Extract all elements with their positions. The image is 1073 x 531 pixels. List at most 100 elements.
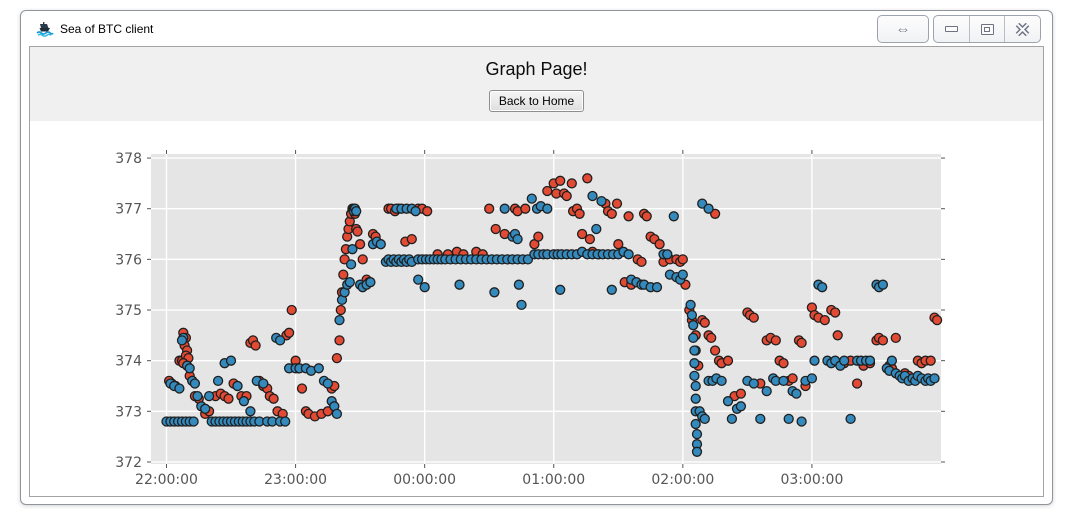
x-tick-label: 01:00:00 [522,472,585,488]
red-scatter-point [574,208,585,219]
blue-scatter-point [689,345,700,356]
red-scatter-point [555,175,566,186]
y-tick-label: 378 [115,151,142,167]
blue-scatter-point [623,249,634,260]
red-scatter-point [223,393,234,404]
price-scatter-chart: 372 373 374 375 376 377 378 22:00:00 23:00:00 00:… [115,150,945,488]
red-scatter-point [699,317,710,328]
blue-scatter-point [344,277,355,288]
blue-scatter-point [691,446,703,457]
y-tick-label: 373 [115,404,142,420]
blue-scatter-point [351,206,362,217]
blue-scatter-point [192,390,203,402]
blue-scatter-point [748,378,759,389]
blue-scatter-point [526,193,537,204]
blue-scatter-point [606,284,617,295]
blue-scatter-point [591,223,602,235]
blue-scatter-point [225,355,237,366]
red-scatter-point [286,304,297,316]
blue-scatter-point [258,378,269,389]
x-tick-label: 03:00:00 [780,472,843,488]
blue-scatter-point [245,406,256,417]
red-scatter-point [566,178,577,189]
red-scatter-point [296,383,308,394]
y-tick-label: 377 [115,202,142,218]
blue-scatter-point [345,259,357,270]
blue-scatter-point [662,249,673,260]
red-scatter-point [636,256,647,268]
red-scatter-point [533,231,544,242]
red-scatter-point [338,269,349,280]
blue-scatter-point [454,279,465,290]
red-scatter-point [611,198,623,209]
blue-scatter-point [690,380,701,392]
red-scatter-point [584,233,596,245]
blue-scatter-point [188,416,199,427]
red-scatter-point [787,373,798,384]
red-scatter-point [331,352,343,364]
blue-scatter-point [761,385,772,397]
close-button[interactable] [1004,16,1040,42]
red-scatter-point [268,393,279,404]
resize-button[interactable]: ⇔ [877,15,929,43]
blue-scatter-point [184,363,195,374]
blue-scatter-point [347,244,358,255]
blue-scatter-point [651,282,663,293]
blue-scatter-point [817,282,828,293]
blue-scatter-point [689,370,700,382]
red-scatter-point [778,358,789,369]
red-scatter-point [422,206,433,217]
y-tick-label: 374 [115,354,142,370]
red-scatter-point [283,327,295,338]
blue-scatter-point [716,375,727,387]
page-title: Graph Page! [485,59,588,79]
maximize-button[interactable] [968,16,1005,42]
red-scatter-point [796,337,807,349]
red-scatter-point [561,190,572,202]
blue-scatter-point [688,320,699,331]
resize-arrows-icon: ⇔ [895,20,911,38]
minimize-button[interactable] [934,16,969,42]
blue-scatter-point [690,418,701,430]
red-scatter-point [925,355,936,366]
blue-scatter-point [796,416,807,427]
minimize-icon [944,26,958,32]
blue-scatter-point [419,282,430,293]
blue-scatter-point [791,388,802,399]
red-scatter-point [722,355,734,366]
red-scatter-point [641,211,652,222]
blue-scatter-point [877,279,889,290]
red-scatter-point [352,226,363,237]
back-to-home-button[interactable]: Back to Home [488,90,585,112]
blue-scatter-point [686,309,698,321]
blue-scatter-point [313,363,324,374]
blue-scatter-point [689,358,700,369]
blue-scatter-point [274,335,286,346]
y-tick-label: 376 [115,252,142,268]
blue-scatter-point [726,413,738,425]
red-scatter-point [735,388,747,399]
blue-scatter-point [668,211,679,222]
red-scatter-point [877,335,889,346]
red-scatter-point [354,239,366,250]
blue-scatter-point [677,269,688,280]
blue-scatter-point [499,203,510,214]
window-title: Sea of BTC client [60,21,154,36]
red-scatter-point [890,332,901,344]
blue-scatter-point [699,413,710,425]
blue-scatter-point [174,383,185,394]
blue-scatter-point [929,373,940,384]
x-tick-label: 00:00:00 [393,472,456,488]
blue-scatter-point [365,277,376,288]
red-scatter-point [484,203,495,214]
red-scatter-point [931,314,943,326]
blue-scatter-point [200,403,211,414]
blue-scatter-point [722,396,734,407]
titlebar[interactable]: Sea of BTC client ⇔ [21,11,1052,46]
close-icon [1015,22,1030,36]
blue-scatter-point [516,299,527,311]
page-header: Graph Page! Back to Home [30,47,1043,121]
blue-scatter-point [513,279,525,290]
blue-scatter-point [809,355,820,366]
red-scatter-point [851,378,863,389]
